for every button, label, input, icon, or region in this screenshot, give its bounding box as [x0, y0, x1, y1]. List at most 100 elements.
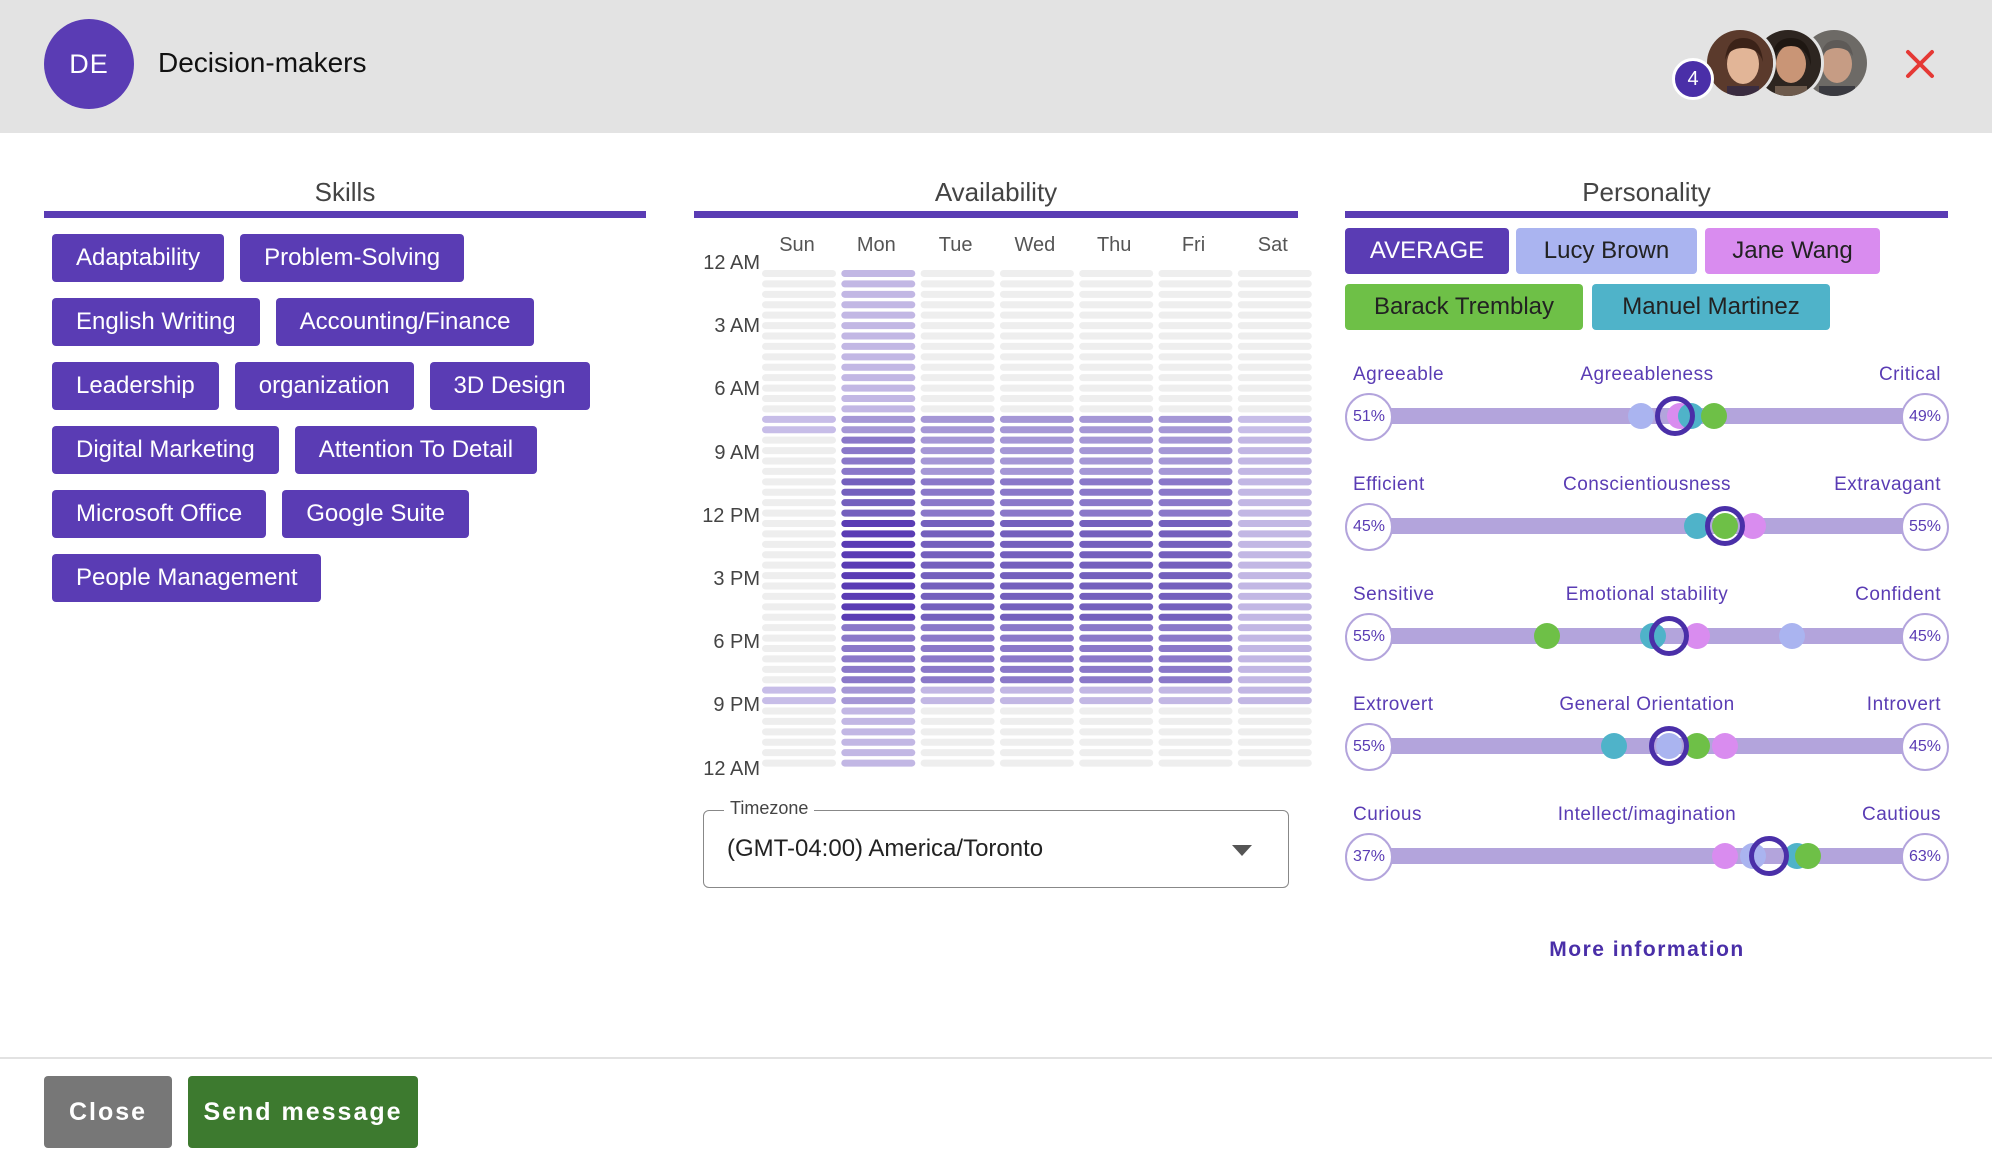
availability-slot[interactable]	[1079, 676, 1154, 684]
availability-slot[interactable]	[1158, 717, 1233, 725]
availability-slot[interactable]	[1237, 332, 1312, 340]
availability-slot[interactable]	[1237, 572, 1312, 580]
availability-slot[interactable]	[999, 488, 1074, 496]
availability-slot[interactable]	[920, 686, 995, 694]
availability-slot[interactable]	[920, 426, 995, 434]
availability-slot[interactable]	[841, 353, 916, 361]
availability-slot[interactable]	[1237, 509, 1312, 517]
availability-slot[interactable]	[1079, 280, 1154, 288]
availability-slot[interactable]	[920, 488, 995, 496]
availability-slot[interactable]	[762, 613, 836, 621]
skill-chip[interactable]: People Management	[52, 554, 322, 602]
availability-slot[interactable]	[1158, 676, 1233, 684]
availability-slot[interactable]	[920, 270, 995, 277]
availability-slot[interactable]	[999, 270, 1074, 277]
availability-slot[interactable]	[1237, 467, 1312, 475]
availability-slot[interactable]	[1158, 290, 1233, 298]
availability-slot[interactable]	[999, 592, 1074, 600]
availability-slot[interactable]	[1079, 488, 1154, 496]
availability-slot[interactable]	[920, 749, 995, 757]
availability-slot[interactable]	[1079, 540, 1154, 548]
availability-slot[interactable]	[841, 738, 916, 746]
availability-slot[interactable]	[1158, 467, 1233, 475]
availability-slot[interactable]	[1158, 509, 1233, 517]
availability-slot[interactable]	[1079, 374, 1154, 382]
availability-slot[interactable]	[920, 467, 995, 475]
availability-slot[interactable]	[999, 665, 1074, 673]
availability-slot[interactable]	[762, 290, 836, 298]
availability-slot[interactable]	[1237, 342, 1312, 350]
availability-slot[interactable]	[762, 426, 836, 434]
availability-slot[interactable]	[841, 426, 916, 434]
availability-slot[interactable]	[1158, 530, 1233, 538]
availability-slot[interactable]	[1079, 363, 1154, 371]
availability-slot[interactable]	[841, 592, 916, 600]
availability-slot[interactable]	[1158, 342, 1233, 350]
availability-slot[interactable]	[1079, 728, 1154, 736]
availability-slot[interactable]	[841, 603, 916, 611]
availability-slot[interactable]	[762, 759, 836, 767]
availability-slot[interactable]	[1237, 530, 1312, 538]
skill-chip[interactable]: Google Suite	[282, 490, 470, 538]
availability-slot[interactable]	[1237, 624, 1312, 632]
availability-slot[interactable]	[841, 509, 916, 517]
personality-tab-average[interactable]: AVERAGE	[1345, 228, 1509, 274]
availability-slot[interactable]	[1237, 728, 1312, 736]
availability-slot[interactable]	[762, 436, 836, 444]
availability-slot[interactable]	[1237, 540, 1312, 548]
availability-slot[interactable]	[999, 374, 1074, 382]
availability-slot[interactable]	[1079, 582, 1154, 590]
availability-slot[interactable]	[1237, 582, 1312, 590]
availability-slot[interactable]	[1079, 624, 1154, 632]
availability-slot[interactable]	[1079, 311, 1154, 319]
availability-slot[interactable]	[841, 270, 916, 277]
availability-slot[interactable]	[762, 572, 836, 580]
availability-slot[interactable]	[762, 540, 836, 548]
availability-slot[interactable]	[1158, 332, 1233, 340]
availability-slot[interactable]	[999, 759, 1074, 767]
availability-slot[interactable]	[1237, 749, 1312, 757]
availability-slot[interactable]	[920, 540, 995, 548]
availability-slot[interactable]	[1079, 499, 1154, 507]
availability-slot[interactable]	[1158, 603, 1233, 611]
availability-slot[interactable]	[1158, 665, 1233, 673]
availability-slot[interactable]	[1079, 290, 1154, 298]
availability-slot[interactable]	[920, 582, 995, 590]
availability-slot[interactable]	[841, 540, 916, 548]
availability-slot[interactable]	[841, 374, 916, 382]
availability-slot[interactable]	[920, 728, 995, 736]
availability-slot[interactable]	[1237, 426, 1312, 434]
availability-slot[interactable]	[762, 624, 836, 632]
availability-slot[interactable]	[1237, 645, 1312, 652]
availability-slot[interactable]	[1237, 520, 1312, 527]
availability-slot[interactable]	[999, 363, 1074, 371]
availability-slot[interactable]	[1237, 415, 1312, 423]
availability-slot[interactable]	[999, 447, 1074, 455]
availability-slot[interactable]	[999, 738, 1074, 746]
availability-slot[interactable]	[841, 645, 916, 652]
availability-slot[interactable]	[841, 395, 916, 402]
availability-slot[interactable]	[920, 665, 995, 673]
availability-slot[interactable]	[841, 301, 916, 309]
availability-slot[interactable]	[762, 332, 836, 340]
availability-slot[interactable]	[920, 738, 995, 746]
availability-slot[interactable]	[920, 561, 995, 569]
availability-slot[interactable]	[762, 488, 836, 496]
availability-slot[interactable]	[1158, 624, 1233, 632]
availability-slot[interactable]	[1237, 499, 1312, 507]
availability-slot[interactable]	[1158, 405, 1233, 413]
availability-slot[interactable]	[920, 697, 995, 705]
skill-chip[interactable]: Microsoft Office	[52, 490, 267, 538]
availability-slot[interactable]	[999, 311, 1074, 319]
availability-slot[interactable]	[841, 686, 916, 694]
availability-slot[interactable]	[920, 301, 995, 309]
availability-slot[interactable]	[1079, 665, 1154, 673]
availability-slot[interactable]	[841, 332, 916, 340]
availability-slot[interactable]	[1237, 488, 1312, 496]
availability-slot[interactable]	[1237, 592, 1312, 600]
availability-slot[interactable]	[999, 624, 1074, 632]
availability-slot[interactable]	[999, 686, 1074, 694]
availability-slot[interactable]	[1158, 322, 1233, 330]
availability-slot[interactable]	[999, 645, 1074, 652]
availability-slot[interactable]	[999, 467, 1074, 475]
